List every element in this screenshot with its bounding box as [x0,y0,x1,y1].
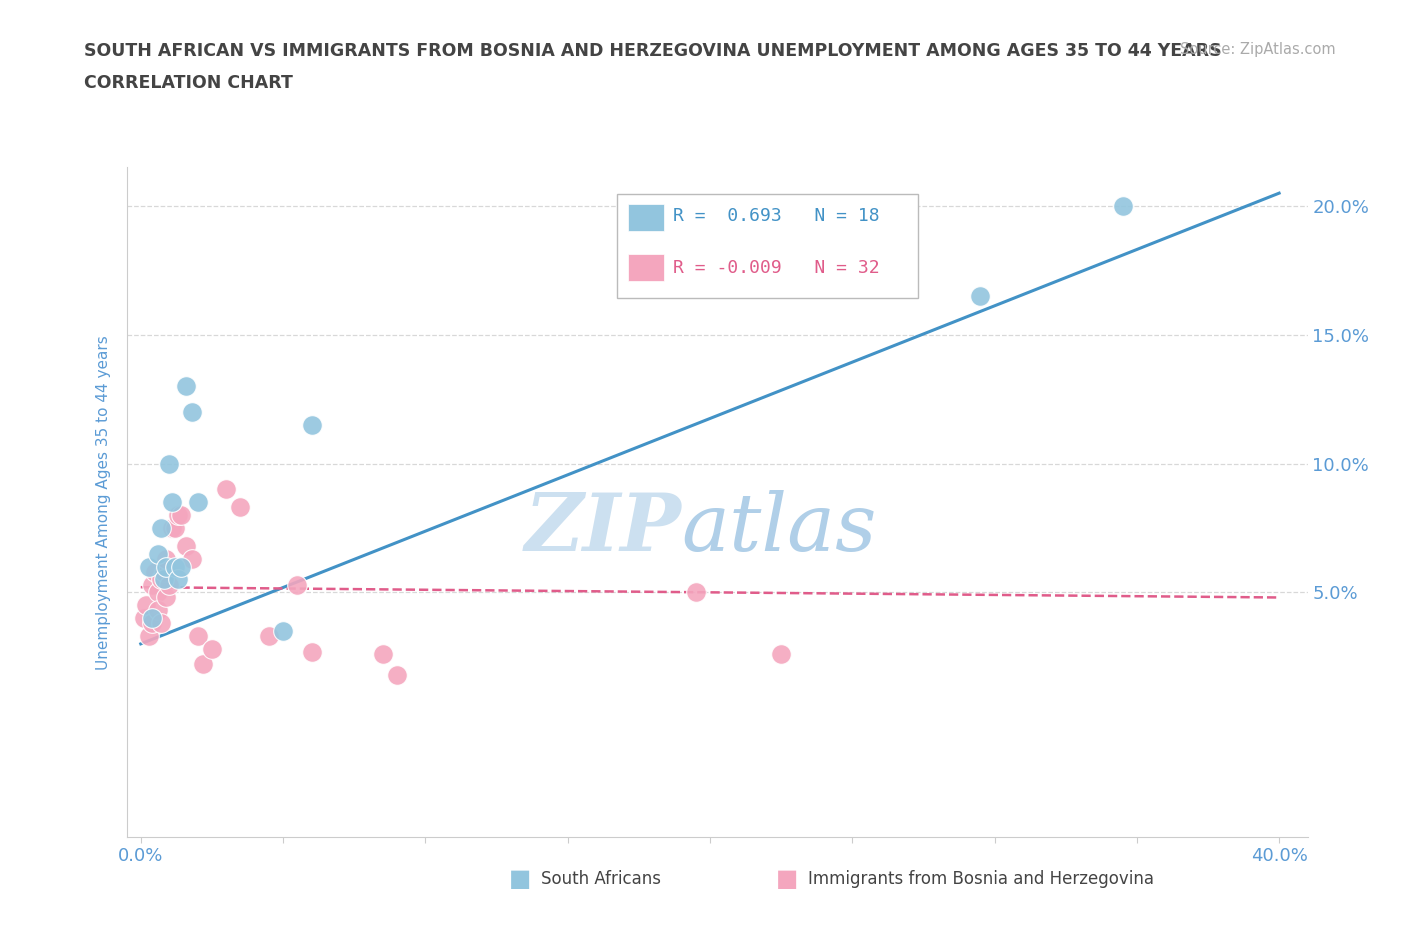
Point [181,551,204,566]
Text: ZIP: ZIP [524,490,682,567]
Text: ■: ■ [509,867,531,891]
Point [169,559,191,574]
Point [371,646,394,661]
Point [160,521,183,536]
Text: R = -0.009   N = 32: R = -0.009 N = 32 [673,259,880,277]
Point [160,495,183,510]
Text: ■: ■ [776,867,799,891]
Point [138,629,160,644]
Text: Immigrants from Bosnia and Herzegovina: Immigrants from Bosnia and Herzegovina [808,870,1154,888]
Point [155,559,177,574]
Point [176,538,198,553]
Point [301,644,323,659]
Point [1111,199,1133,214]
Point [141,616,163,631]
Point [385,668,408,683]
Point [166,508,188,523]
Point [187,495,209,510]
Text: R =  0.693   N = 18: R = 0.693 N = 18 [673,207,880,225]
Point [271,623,294,638]
Point [187,629,209,644]
Point [163,559,186,574]
Point [285,578,308,592]
Point [138,559,160,574]
Point [257,629,280,644]
Point [146,603,169,618]
Point [201,642,224,657]
Point [176,379,198,393]
Point [193,657,215,671]
Point [163,521,186,536]
Bar [628,255,664,281]
Point [132,611,155,626]
Point [149,521,172,536]
Point [152,565,174,579]
Point [229,500,252,515]
Point [215,482,238,497]
Point [969,288,991,303]
Text: Source: ZipAtlas.com: Source: ZipAtlas.com [1180,42,1336,57]
Point [152,572,174,587]
Bar [628,205,664,231]
Point [770,646,793,661]
Point [166,572,188,587]
Point [146,546,169,561]
Point [146,585,169,600]
Point [149,572,172,587]
Text: SOUTH AFRICAN VS IMMIGRANTS FROM BOSNIA AND HERZEGOVINA UNEMPLOYMENT AMONG AGES : SOUTH AFRICAN VS IMMIGRANTS FROM BOSNIA … [84,42,1222,60]
FancyBboxPatch shape [617,194,918,298]
Point [155,551,177,566]
Point [157,578,180,592]
Point [135,598,157,613]
Point [141,611,163,626]
Point [685,585,707,600]
Text: atlas: atlas [682,490,877,567]
Point [143,565,166,579]
Text: South Africans: South Africans [541,870,661,888]
Point [155,590,177,604]
Point [301,418,323,432]
Point [157,456,180,471]
Point [141,578,163,592]
Point [169,508,191,523]
Text: CORRELATION CHART: CORRELATION CHART [84,74,294,92]
Point [181,405,204,419]
Point [149,616,172,631]
Y-axis label: Unemployment Among Ages 35 to 44 years: Unemployment Among Ages 35 to 44 years [96,335,111,670]
